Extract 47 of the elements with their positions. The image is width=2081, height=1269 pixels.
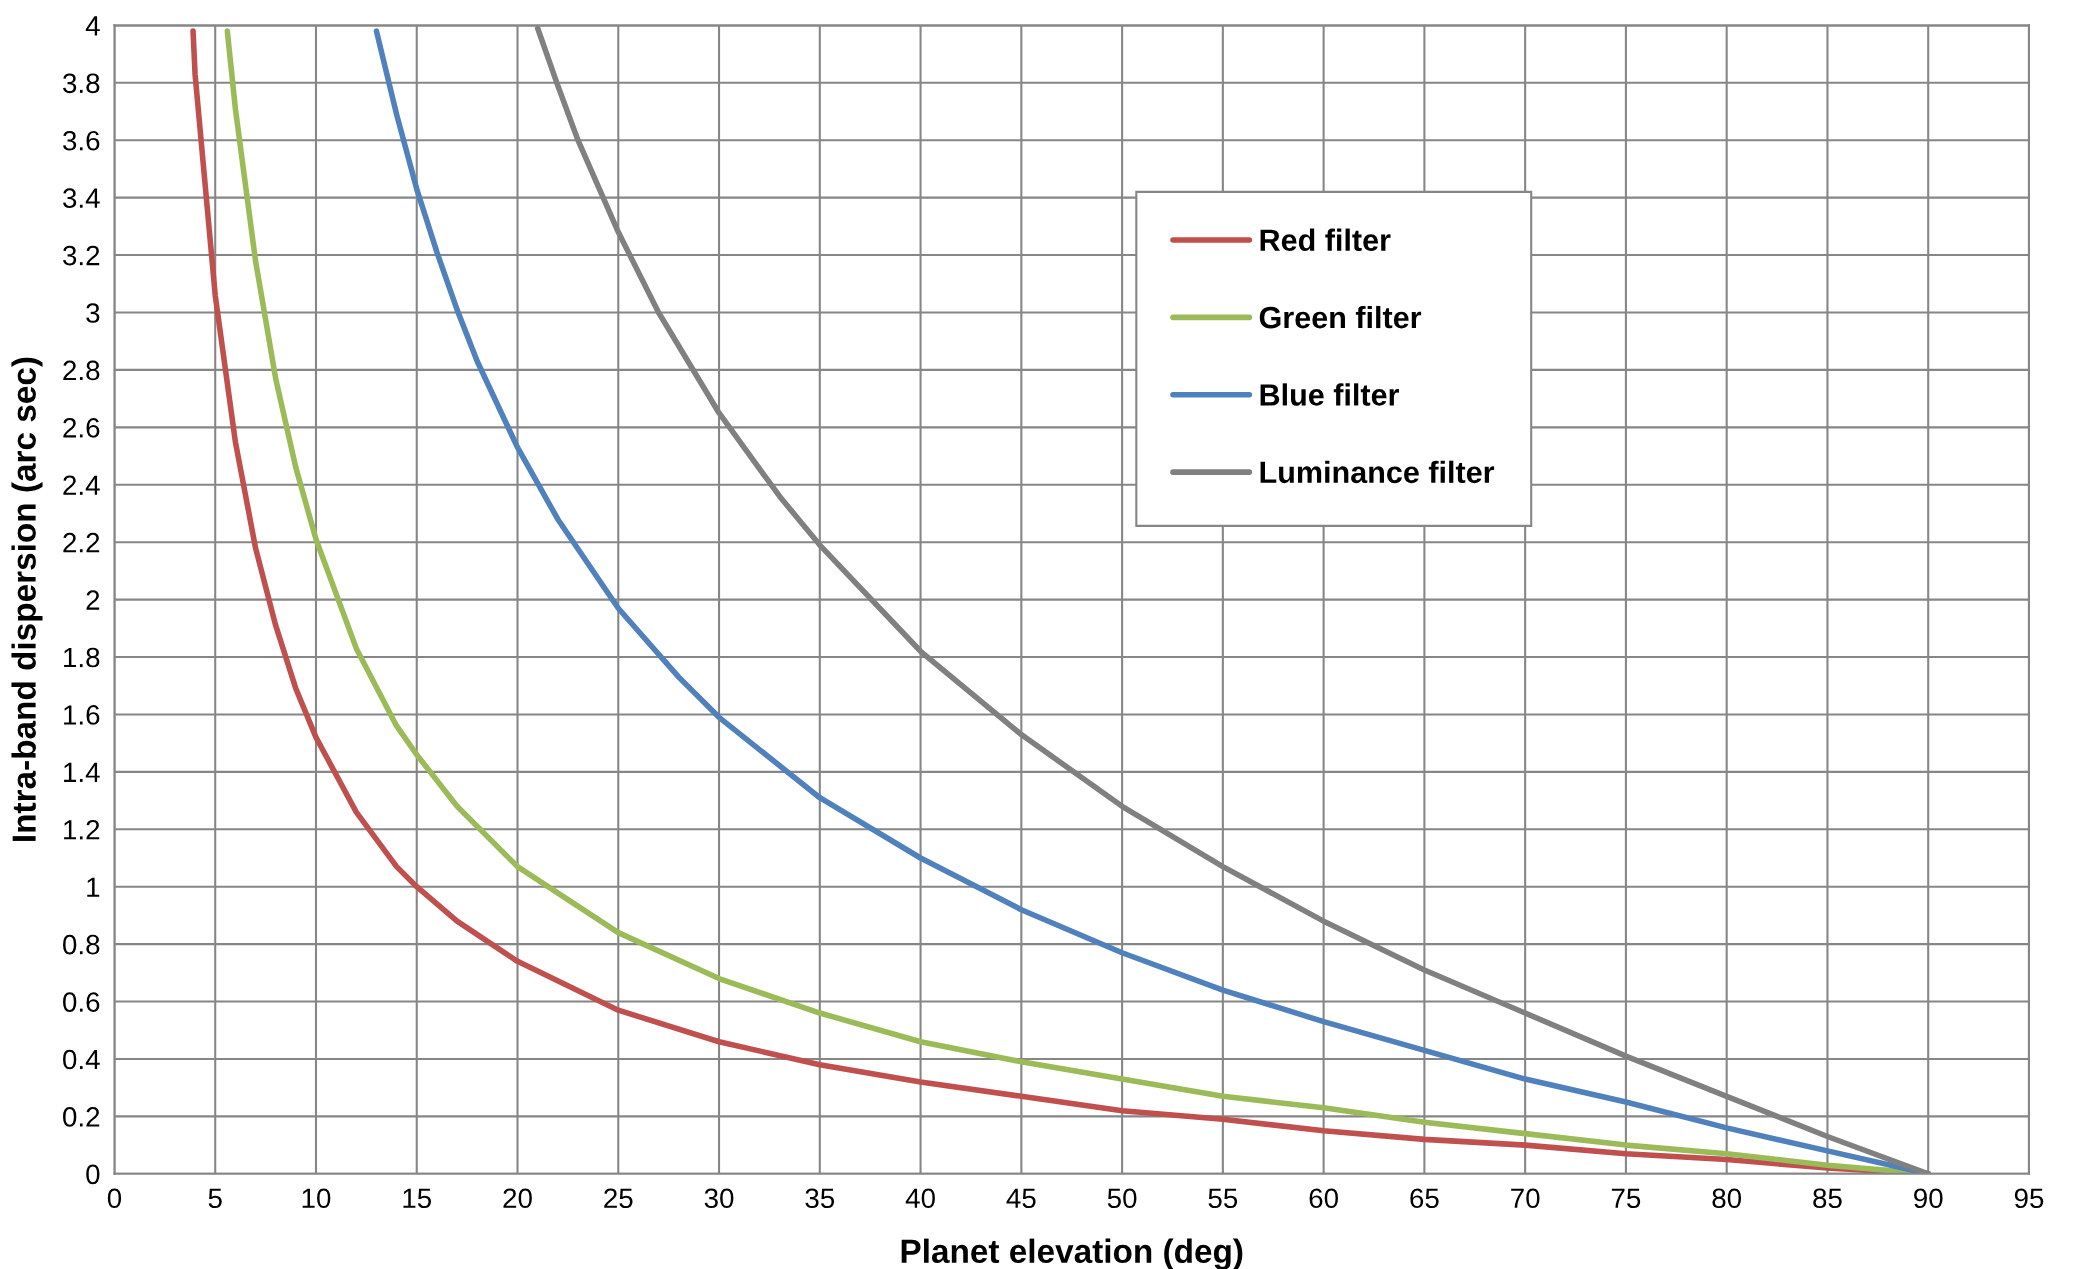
x-tick-label: 90 (1914, 1188, 1943, 1209)
x-tick-label: 5 (208, 1188, 222, 1209)
x-tick-label: 50 (1107, 1188, 1137, 1209)
legend-label: Luminance filter (1260, 460, 1495, 484)
x-tick-label: 20 (503, 1188, 532, 1209)
y-tick-label: 2.4 (63, 475, 100, 495)
x-tick-label: 95 (2014, 1188, 2044, 1209)
y-tick-label: 2.6 (63, 418, 100, 438)
x-tick-label: 55 (1208, 1188, 1238, 1209)
x-tick-label: 35 (805, 1188, 835, 1209)
x-axis-title: Planet elevation (deg) (901, 1238, 1243, 1269)
x-tick-label: 0 (107, 1188, 122, 1209)
y-tick-label: 0.6 (63, 992, 100, 1012)
y-axis-title: Intra-band dispersion (arc sec) (11, 357, 43, 841)
legend-label: Red filter (1260, 228, 1391, 252)
y-tick-label: 4 (85, 16, 100, 36)
x-tick-label: 25 (604, 1188, 633, 1209)
y-tick-label: 0.2 (63, 1107, 100, 1127)
y-tick-label: 3.4 (63, 188, 100, 208)
legend-label: Blue filter (1260, 383, 1399, 406)
y-tick-label: 3.8 (63, 73, 100, 94)
y-tick-label: 2.8 (63, 360, 100, 381)
x-tick-label: 70 (1511, 1188, 1540, 1209)
y-tick-label: 0.8 (63, 934, 100, 955)
y-tick-label: 3.2 (63, 245, 100, 266)
y-tick-label: 1.2 (64, 819, 100, 840)
y-tick-label: 2.2 (63, 532, 100, 553)
y-tick-label: 1.8 (64, 647, 100, 668)
y-tick-label: 1.6 (64, 705, 100, 725)
y-tick-label: 0.4 (63, 1049, 100, 1070)
y-tick-label: 2 (86, 590, 100, 610)
x-tick-label: 75 (1611, 1188, 1641, 1209)
y-tick-label: 3 (86, 303, 100, 323)
x-tick-label: 45 (1006, 1188, 1036, 1209)
x-tick-label: 60 (1309, 1188, 1338, 1209)
y-tick-label: 0 (86, 1164, 100, 1185)
x-tick-label: 65 (1410, 1188, 1439, 1209)
x-tick-label: 30 (704, 1188, 734, 1209)
x-tick-label: 40 (905, 1188, 935, 1209)
legend-label: Green filter (1259, 305, 1422, 329)
x-tick-label: 80 (1712, 1188, 1742, 1209)
y-tick-label: 1 (87, 877, 100, 897)
x-tick-label: 15 (403, 1188, 432, 1209)
x-tick-label: 10 (302, 1188, 331, 1209)
x-tick-label: 85 (1813, 1188, 1842, 1209)
y-tick-label: 1.4 (64, 762, 100, 782)
y-tick-label: 3.6 (63, 130, 100, 151)
